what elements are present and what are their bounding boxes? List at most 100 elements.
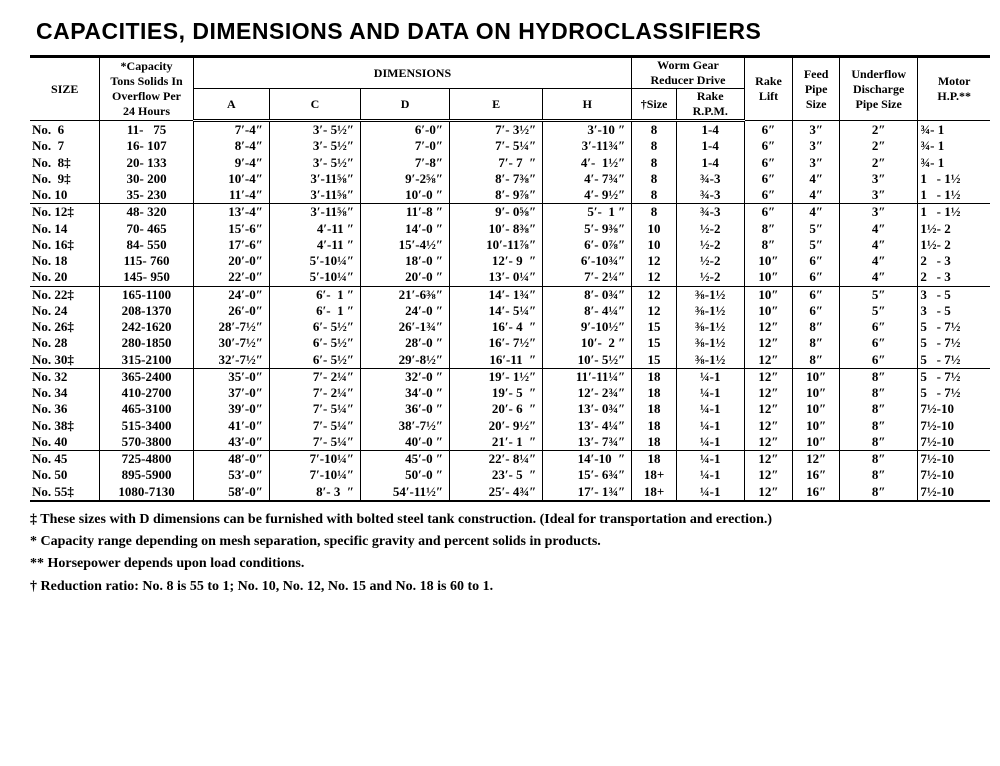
cell-rpm: 1-4 <box>676 121 744 139</box>
cell-E: 20′- 6 ″ <box>450 401 543 417</box>
cell-uf: 2″ <box>839 121 917 139</box>
cell-A: 11′-4″ <box>193 187 269 204</box>
cell-C: 7′- 5¼″ <box>269 401 360 417</box>
th-size: SIZE <box>30 57 100 121</box>
cell-uf: 8″ <box>839 451 917 468</box>
cell-ws: 8 <box>632 204 677 221</box>
cell-rpm: ¼-1 <box>676 401 744 417</box>
cell-uf: 6″ <box>839 319 917 335</box>
cell-hp: 3 - 5 <box>918 286 990 303</box>
cell-ws: 15 <box>632 352 677 369</box>
cell-feed: 4″ <box>793 204 840 221</box>
cell-hp: 5 - 7½ <box>918 335 990 351</box>
cell-hp: 5 - 7½ <box>918 368 990 385</box>
cell-uf: 6″ <box>839 335 917 351</box>
cell-D: 10′-0 ″ <box>361 187 450 204</box>
th-feedpipe: FeedPipeSize <box>793 57 840 121</box>
cell-size: No. 24 <box>30 303 100 319</box>
footnote: ** Horsepower depends upon load conditio… <box>44 554 982 574</box>
cell-C: 7′-10¼″ <box>269 451 360 468</box>
table-row: No. 34410-270037′-0″7′- 2¼″34′-0 ″19′- 5… <box>30 385 990 401</box>
cell-ws: 10 <box>632 221 677 237</box>
cell-D: 32′-0 ″ <box>361 368 450 385</box>
table-row: No. 1470- 46515′-6″4′-11 ″14′-0 ″10′- 8⅜… <box>30 221 990 237</box>
cell-H: 4′- 9½″ <box>543 187 632 204</box>
cell-E: 13′- 0¼″ <box>450 269 543 286</box>
cell-lift: 6″ <box>744 204 793 221</box>
cell-hp: 2 - 3 <box>918 269 990 286</box>
th-capacity: *CapacityTons Solids InOverflow Per24 Ho… <box>100 57 193 121</box>
cell-A: 22′-0″ <box>193 269 269 286</box>
th-dim-E: E <box>450 89 543 121</box>
cell-uf: 5″ <box>839 303 917 319</box>
cell-size: No. 38‡ <box>30 418 100 434</box>
cell-C: 7′- 5¼″ <box>269 434 360 451</box>
cell-feed: 4″ <box>793 171 840 187</box>
cell-A: 17′-6″ <box>193 237 269 253</box>
cell-cap: 16- 107 <box>100 138 193 154</box>
cell-H: 6′-10¾″ <box>543 253 632 269</box>
cell-H: 10′- 5½″ <box>543 352 632 369</box>
cell-cap: 20- 133 <box>100 155 193 171</box>
cell-C: 6′- 5½″ <box>269 319 360 335</box>
cell-E: 16′- 7½″ <box>450 335 543 351</box>
cell-ws: 18 <box>632 434 677 451</box>
cell-E: 9′- 0⅝″ <box>450 204 543 221</box>
cell-lift: 12″ <box>744 484 793 501</box>
cell-uf: 8″ <box>839 484 917 501</box>
cell-cap: 280-1850 <box>100 335 193 351</box>
cell-A: 15′-6″ <box>193 221 269 237</box>
cell-C: 3′- 5½″ <box>269 121 360 139</box>
cell-size: No. 22‡ <box>30 286 100 303</box>
cell-hp: 7½-10 <box>918 418 990 434</box>
cell-lift: 8″ <box>744 221 793 237</box>
cell-size: No. 9‡ <box>30 171 100 187</box>
cell-H: 5′- 9⅜″ <box>543 221 632 237</box>
cell-lift: 12″ <box>744 385 793 401</box>
cell-hp: 1 - 1½ <box>918 171 990 187</box>
cell-size: No. 12‡ <box>30 204 100 221</box>
cell-A: 41′-0″ <box>193 418 269 434</box>
cell-C: 7′- 2¼″ <box>269 385 360 401</box>
cell-rpm: 1-4 <box>676 138 744 154</box>
cell-H: 6′- 0⅞″ <box>543 237 632 253</box>
cell-C: 3′- 5½″ <box>269 155 360 171</box>
cell-rpm: ½-2 <box>676 253 744 269</box>
cell-uf: 3″ <box>839 204 917 221</box>
cell-lift: 12″ <box>744 352 793 369</box>
cell-lift: 6″ <box>744 138 793 154</box>
cell-rpm: ⅜-1½ <box>676 286 744 303</box>
cell-cap: 70- 465 <box>100 221 193 237</box>
cell-E: 19′- 1½″ <box>450 368 543 385</box>
cell-hp: 7½-10 <box>918 434 990 451</box>
cell-ws: 8 <box>632 121 677 139</box>
cell-cap: 48- 320 <box>100 204 193 221</box>
th-dim-C: C <box>269 89 360 121</box>
cell-cap: 410-2700 <box>100 385 193 401</box>
cell-rpm: ¼-1 <box>676 385 744 401</box>
cell-lift: 12″ <box>744 434 793 451</box>
cell-C: 8′- 3 ″ <box>269 484 360 501</box>
cell-H: 7′- 2¼″ <box>543 269 632 286</box>
cell-rpm: ½-2 <box>676 269 744 286</box>
cell-uf: 5″ <box>839 286 917 303</box>
cell-uf: 2″ <box>839 138 917 154</box>
cell-feed: 10″ <box>793 385 840 401</box>
cell-feed: 10″ <box>793 434 840 451</box>
cell-C: 5′-10¼″ <box>269 253 360 269</box>
cell-D: 7′-8″ <box>361 155 450 171</box>
cell-E: 23′- 5 ″ <box>450 467 543 483</box>
th-dim-A: A <box>193 89 269 121</box>
cell-H: 10′- 2 ″ <box>543 335 632 351</box>
cell-ws: 18 <box>632 418 677 434</box>
cell-C: 6′- 1 ″ <box>269 286 360 303</box>
cell-H: 14′-10 ″ <box>543 451 632 468</box>
footnote: † Reduction ratio: No. 8 is 55 to 1; No.… <box>44 577 982 597</box>
cell-A: 53′-0″ <box>193 467 269 483</box>
cell-ws: 10 <box>632 237 677 253</box>
cell-ws: 12 <box>632 269 677 286</box>
cell-H: 3′-10 ″ <box>543 121 632 139</box>
cell-hp: ¾- 1 <box>918 138 990 154</box>
cell-size: No. 7 <box>30 138 100 154</box>
th-worm-0: †Size <box>632 89 677 121</box>
